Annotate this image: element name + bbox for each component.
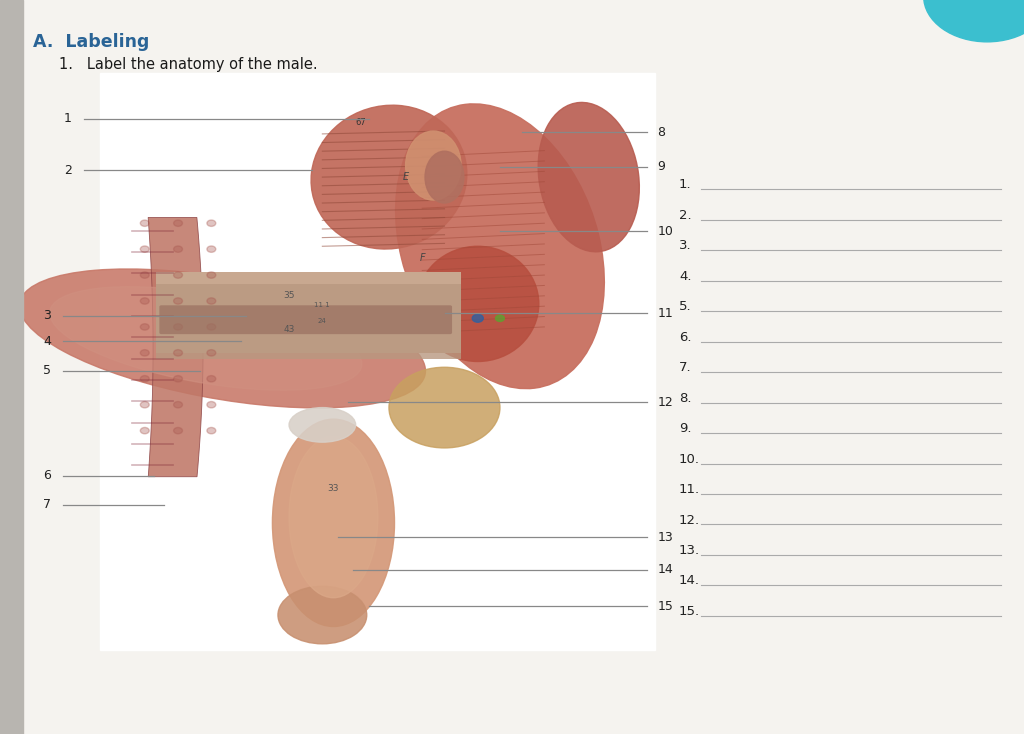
Ellipse shape [289, 407, 355, 442]
Text: 13.: 13. [679, 544, 700, 557]
Text: 5.: 5. [679, 300, 691, 313]
Ellipse shape [406, 131, 461, 200]
Circle shape [174, 401, 182, 408]
Text: 1.: 1. [679, 178, 691, 192]
Text: 15: 15 [657, 600, 674, 613]
Text: 2: 2 [63, 164, 72, 177]
Text: 33: 33 [328, 484, 339, 493]
Circle shape [174, 349, 182, 356]
Text: 14: 14 [657, 563, 673, 576]
Text: 12: 12 [657, 396, 673, 409]
Text: 35: 35 [284, 291, 295, 299]
Circle shape [140, 401, 150, 408]
Text: 10: 10 [657, 225, 674, 238]
Circle shape [174, 298, 182, 304]
Circle shape [140, 427, 150, 434]
Text: A.  Labeling: A. Labeling [33, 33, 150, 51]
Text: 8: 8 [657, 126, 666, 139]
Text: 11 1: 11 1 [314, 302, 330, 308]
Polygon shape [156, 284, 461, 359]
Circle shape [140, 349, 150, 356]
Text: 9: 9 [657, 160, 666, 173]
FancyBboxPatch shape [160, 305, 452, 334]
Text: 11.: 11. [679, 483, 700, 496]
Text: 67: 67 [355, 118, 367, 127]
Text: 11: 11 [657, 307, 673, 320]
Circle shape [207, 427, 216, 434]
Circle shape [140, 298, 150, 304]
Text: 4: 4 [43, 335, 51, 348]
Text: 1.   Label the anatomy of the male.: 1. Label the anatomy of the male. [59, 57, 318, 72]
Circle shape [174, 427, 182, 434]
Text: 14.: 14. [679, 575, 700, 587]
Ellipse shape [417, 247, 539, 362]
Circle shape [207, 298, 216, 304]
Circle shape [207, 272, 216, 278]
Text: 3.: 3. [679, 239, 691, 252]
Circle shape [174, 220, 182, 226]
Circle shape [207, 401, 216, 408]
Text: 9.: 9. [679, 422, 691, 435]
Circle shape [924, 0, 1024, 42]
Ellipse shape [50, 287, 361, 390]
Polygon shape [256, 281, 422, 350]
Text: E: E [402, 172, 409, 182]
Circle shape [472, 314, 483, 322]
Circle shape [140, 220, 150, 226]
Bar [0, 0, 23, 734]
Circle shape [207, 220, 216, 226]
Text: 7.: 7. [679, 361, 691, 374]
Text: 43: 43 [284, 325, 295, 334]
Text: 13: 13 [657, 531, 673, 544]
Text: 12.: 12. [679, 514, 700, 526]
Text: 24: 24 [318, 318, 327, 324]
Circle shape [174, 272, 182, 278]
Ellipse shape [19, 269, 426, 408]
Ellipse shape [272, 419, 394, 627]
Circle shape [207, 246, 216, 252]
Circle shape [207, 376, 216, 382]
Polygon shape [148, 217, 203, 477]
Text: 10.: 10. [679, 453, 700, 465]
Text: 6: 6 [43, 469, 51, 482]
Bar [100, 73, 655, 650]
Circle shape [140, 376, 150, 382]
Ellipse shape [278, 586, 367, 644]
Circle shape [140, 272, 150, 278]
Circle shape [140, 324, 150, 330]
Text: 1: 1 [63, 112, 72, 126]
Circle shape [207, 349, 216, 356]
Circle shape [496, 315, 505, 321]
Ellipse shape [311, 105, 467, 249]
Text: 3: 3 [43, 309, 51, 322]
Ellipse shape [425, 151, 464, 203]
Text: 6.: 6. [679, 331, 691, 344]
Ellipse shape [539, 103, 639, 252]
Text: 8.: 8. [679, 392, 691, 404]
Text: F: F [420, 252, 425, 263]
Polygon shape [156, 272, 461, 353]
Text: 7: 7 [43, 498, 51, 512]
Circle shape [174, 246, 182, 252]
Text: 5: 5 [43, 364, 51, 377]
Circle shape [174, 376, 182, 382]
Text: 15.: 15. [679, 605, 700, 618]
Ellipse shape [289, 437, 378, 597]
Text: 4.: 4. [679, 270, 691, 283]
Ellipse shape [389, 367, 500, 448]
Text: 2.: 2. [679, 209, 691, 222]
Circle shape [140, 246, 150, 252]
Circle shape [174, 324, 182, 330]
Circle shape [207, 324, 216, 330]
Ellipse shape [395, 103, 604, 389]
